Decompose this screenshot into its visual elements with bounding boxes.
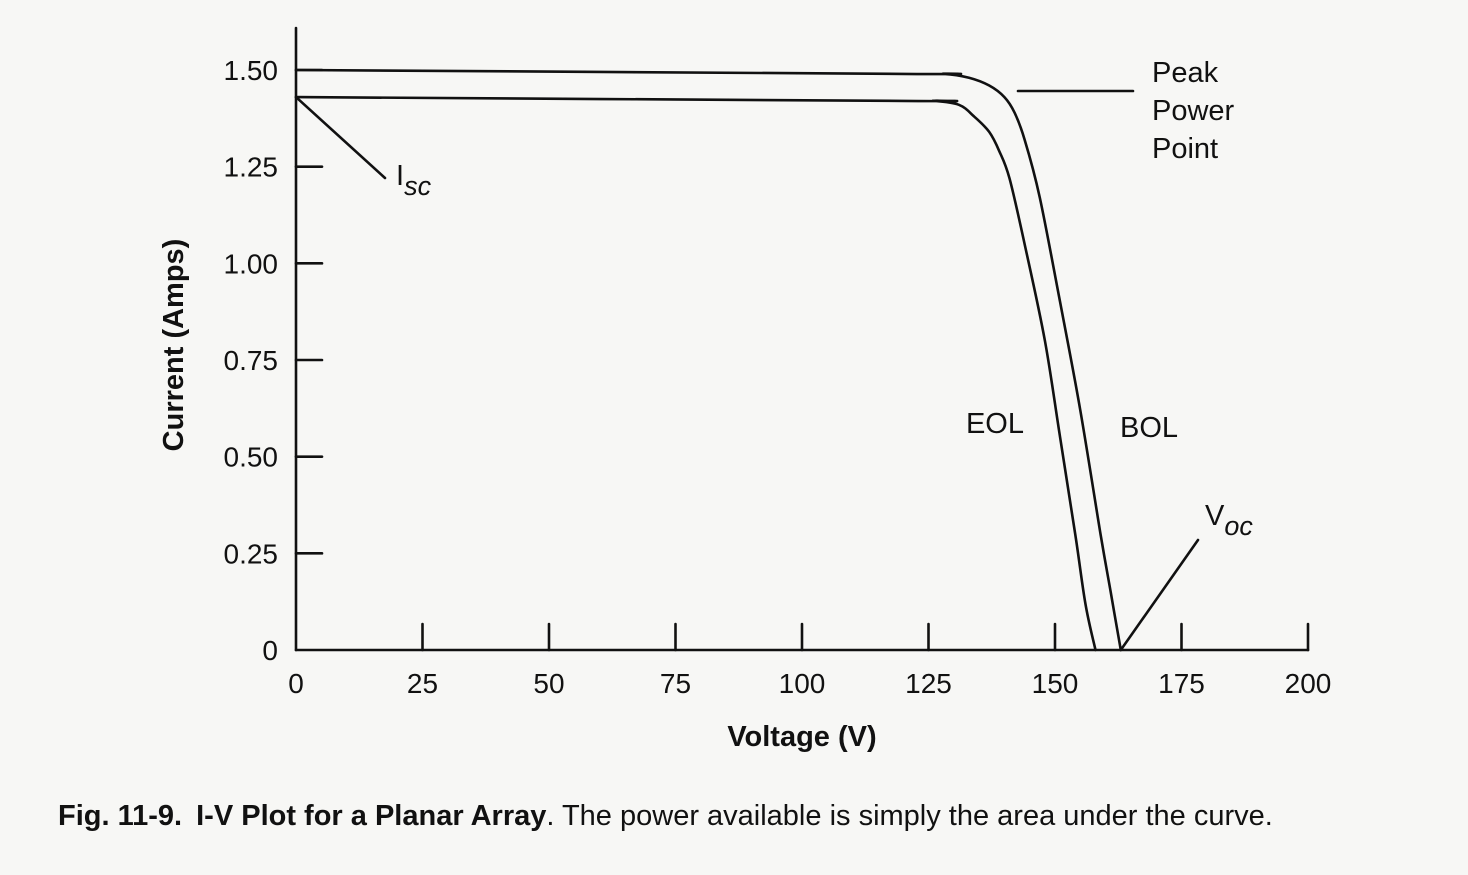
iv-chart: 0 25 50 75 100 125 150 175 200 0 0.25 0.50 0.75 1.00 1…	[158, 26, 1331, 753]
x-tick-label-50: 50	[533, 668, 564, 699]
series-eol-line	[294, 95, 1097, 652]
y-tick-label-0: 0	[262, 635, 278, 666]
y-axis-title: Current (Amps)	[158, 239, 190, 452]
caption-number: Fig. 11-9.	[58, 800, 183, 832]
x-tick-label-0: 0	[288, 668, 304, 699]
isc-label: Isc	[396, 160, 432, 201]
y-tick-label-0.50: 0.50	[224, 442, 279, 473]
y-tick-label-1.00: 1.00	[224, 248, 279, 279]
isc-label-sub: sc	[404, 171, 432, 201]
series-eol-label: EOL	[966, 408, 1024, 440]
series-layer: BOL EOL	[294, 68, 1178, 652]
annotations: Isc Voc Peak Power Point	[294, 57, 1253, 652]
voc-label: Voc	[1205, 500, 1253, 541]
caption-text: . The power available is simply the area…	[546, 800, 1273, 832]
x-tick-label-150: 150	[1032, 668, 1079, 699]
voc-pointer-line	[1119, 538, 1200, 652]
x-tick-label-125: 125	[905, 668, 952, 699]
y-tick-label-1.50: 1.50	[224, 55, 279, 86]
voc-label-sub: oc	[1224, 511, 1253, 541]
x-tick-label-200: 200	[1285, 668, 1332, 699]
y-tick-label-0.75: 0.75	[224, 345, 279, 376]
x-tick-label-25: 25	[407, 668, 438, 699]
ticks: 0 25 50 75 100 125 150 175 200 0 0.25 0.50 0.75 1.00 1…	[158, 55, 1331, 753]
peak-power-label-line-2: Power	[1152, 95, 1235, 127]
figure-caption: Fig. 11-9. I-V Plot for a Planar Array. T…	[58, 800, 1273, 833]
x-tick-label-75: 75	[660, 668, 691, 699]
x-tick-label-100: 100	[779, 668, 826, 699]
x-tick-label-175: 175	[1158, 668, 1205, 699]
peak-power-label-line-1: Peak	[1152, 57, 1219, 89]
y-tick-label-1.25: 1.25	[224, 152, 279, 183]
caption-title: I-V Plot for a Planar Array	[196, 800, 547, 832]
series-bol-label: BOL	[1120, 412, 1178, 444]
series-bol-line	[294, 68, 1123, 652]
x-axis-title: Voltage (V)	[727, 721, 876, 753]
isc-pointer-line	[294, 95, 387, 180]
y-tick-label-0.25: 0.25	[224, 538, 279, 569]
peak-power-label-line-3: Point	[1152, 133, 1218, 165]
